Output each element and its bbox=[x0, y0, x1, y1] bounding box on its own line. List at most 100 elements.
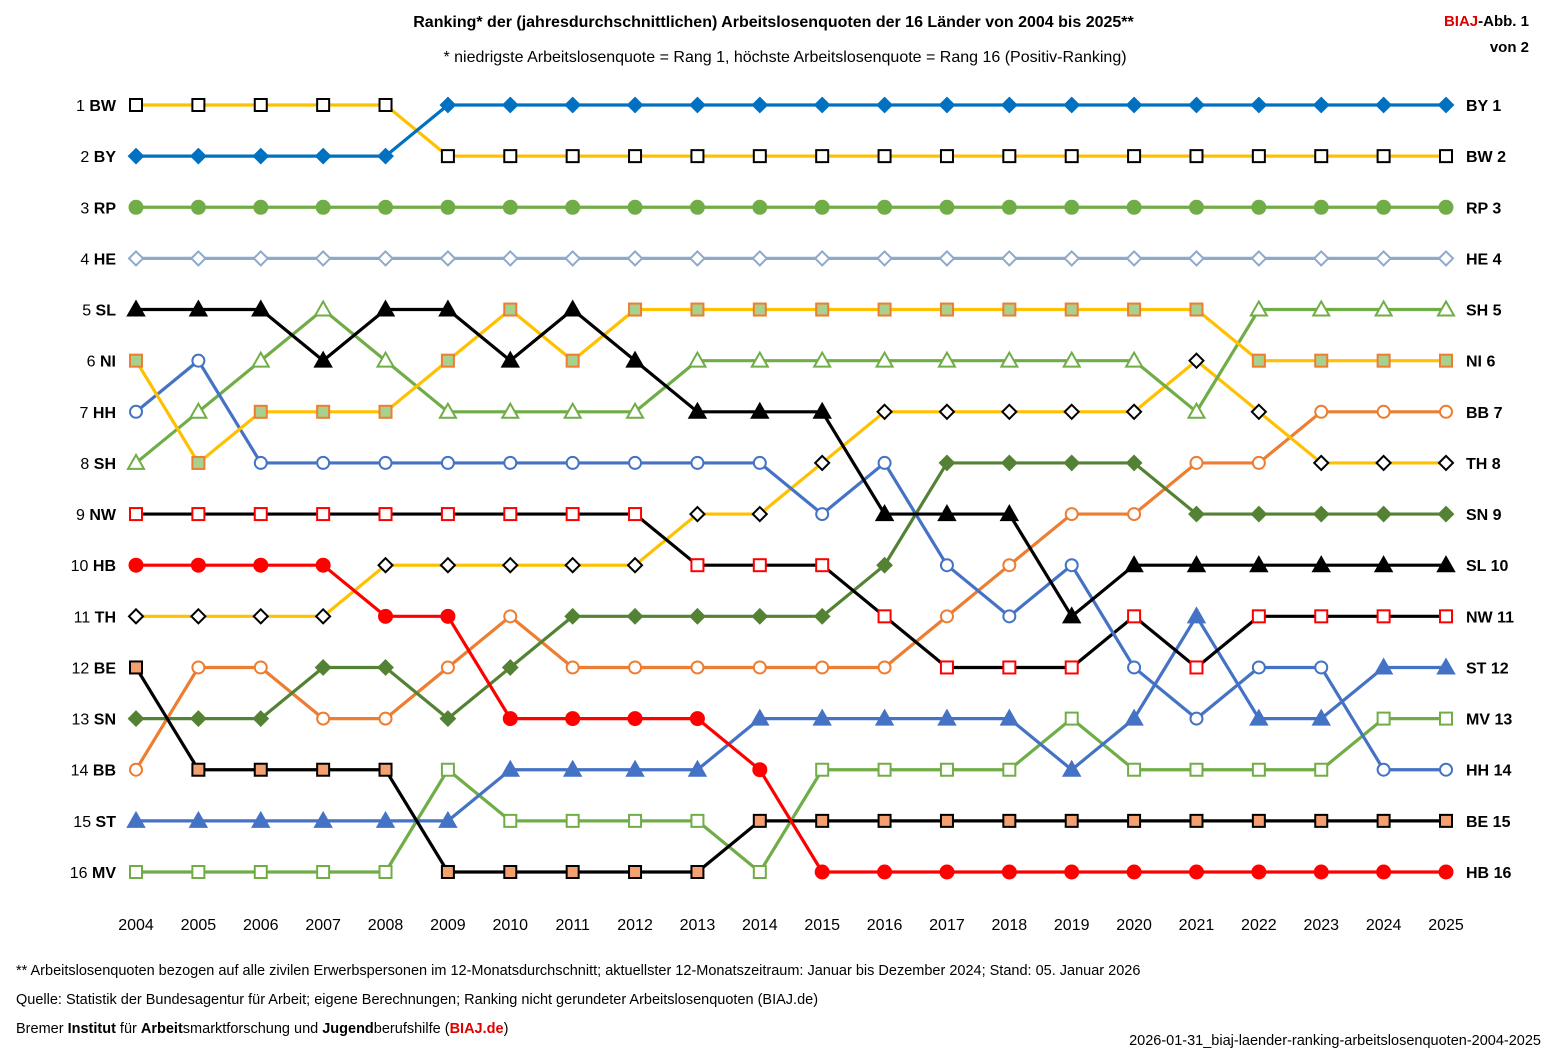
data-point bbox=[876, 96, 893, 114]
data-point bbox=[253, 557, 269, 573]
data-point bbox=[190, 557, 206, 573]
data-point bbox=[1002, 558, 1017, 573]
data-point bbox=[438, 810, 458, 828]
data-point bbox=[751, 96, 769, 114]
data-point bbox=[1251, 864, 1267, 880]
data-point bbox=[751, 505, 769, 523]
data-point bbox=[1249, 555, 1269, 573]
data-point bbox=[565, 455, 580, 470]
org-text: Bremer bbox=[16, 1021, 68, 1037]
data-point bbox=[378, 608, 394, 624]
data-point bbox=[378, 199, 394, 215]
data-point bbox=[377, 249, 394, 267]
data-point bbox=[252, 607, 270, 625]
data-point bbox=[1376, 353, 1391, 368]
data-point bbox=[126, 299, 146, 317]
data-point bbox=[1375, 249, 1393, 267]
state: NW bbox=[1466, 609, 1497, 626]
data-point bbox=[1438, 199, 1454, 215]
series-line bbox=[134, 359, 1446, 772]
data-point bbox=[316, 507, 331, 522]
state: HH bbox=[93, 405, 116, 422]
data-point bbox=[1375, 454, 1393, 472]
data-point bbox=[1311, 555, 1331, 573]
data-point bbox=[1375, 505, 1393, 523]
data-point bbox=[628, 865, 643, 879]
data-point bbox=[1061, 606, 1082, 624]
series-he bbox=[127, 249, 1455, 267]
data-point bbox=[316, 711, 331, 726]
data-point bbox=[1002, 302, 1017, 317]
state: RP bbox=[94, 200, 117, 217]
series-sl bbox=[126, 299, 1456, 624]
data-point bbox=[316, 865, 331, 879]
data-point bbox=[1250, 505, 1268, 523]
data-point bbox=[314, 249, 332, 267]
data-point bbox=[1251, 353, 1266, 368]
data-point bbox=[128, 557, 144, 573]
data-point bbox=[1188, 96, 1205, 114]
x-tick-label: 2004 bbox=[118, 917, 154, 934]
data-point bbox=[1188, 199, 1204, 215]
data-point bbox=[252, 147, 270, 165]
data-point bbox=[191, 98, 206, 112]
x-tick-label: 2012 bbox=[617, 917, 653, 934]
data-point bbox=[690, 149, 705, 164]
data-point bbox=[690, 813, 705, 828]
right-label: BE 15 bbox=[1466, 814, 1511, 831]
x-tick-label: 2010 bbox=[492, 917, 528, 934]
data-point bbox=[752, 558, 767, 573]
left-label: 16 MV bbox=[70, 865, 117, 882]
data-point bbox=[1314, 660, 1329, 675]
data-point bbox=[939, 609, 954, 624]
data-point bbox=[689, 249, 706, 267]
data-point bbox=[375, 299, 396, 317]
data-point bbox=[874, 504, 895, 522]
data-point bbox=[815, 660, 830, 675]
data-point bbox=[129, 353, 143, 368]
data-point bbox=[1127, 762, 1142, 777]
data-point bbox=[1189, 762, 1204, 777]
data-point bbox=[1064, 199, 1080, 215]
data-point bbox=[503, 865, 518, 879]
series-bb bbox=[129, 404, 1453, 777]
data-point bbox=[129, 762, 143, 777]
state: TH bbox=[1466, 456, 1492, 473]
state: HB bbox=[1466, 865, 1494, 882]
data-point bbox=[191, 660, 206, 675]
data-point bbox=[375, 810, 396, 828]
data-point bbox=[378, 404, 393, 419]
data-point bbox=[939, 762, 954, 777]
org-link[interactable]: BIAJ.de bbox=[449, 1021, 504, 1037]
data-point bbox=[687, 401, 708, 419]
series-line bbox=[134, 307, 1446, 465]
data-point bbox=[191, 455, 206, 470]
data-point bbox=[1437, 249, 1455, 267]
data-point bbox=[626, 556, 644, 574]
state: SL bbox=[96, 303, 117, 320]
data-point bbox=[315, 557, 331, 573]
data-point bbox=[253, 660, 268, 675]
data-point bbox=[815, 762, 830, 777]
data-point bbox=[1002, 762, 1017, 777]
data-point bbox=[877, 199, 893, 215]
data-point bbox=[501, 556, 519, 574]
data-point bbox=[129, 98, 143, 112]
data-point bbox=[565, 353, 580, 368]
data-point bbox=[564, 556, 582, 574]
data-point bbox=[750, 350, 770, 368]
series-hb bbox=[128, 557, 1454, 880]
right-label: SN 9 bbox=[1466, 507, 1502, 524]
series-line bbox=[136, 103, 1446, 158]
data-point bbox=[1064, 864, 1080, 880]
state: ST bbox=[1466, 660, 1491, 677]
x-tick-label: 2022 bbox=[1241, 917, 1277, 934]
badge-number: -Abb. 1 bbox=[1478, 13, 1529, 30]
state: HB bbox=[93, 558, 116, 575]
data-point bbox=[315, 199, 331, 215]
x-tick-label: 2025 bbox=[1428, 917, 1464, 934]
data-point bbox=[1127, 507, 1142, 522]
data-point bbox=[1064, 660, 1079, 675]
x-tick-label: 2024 bbox=[1366, 917, 1402, 934]
data-point bbox=[752, 865, 767, 879]
